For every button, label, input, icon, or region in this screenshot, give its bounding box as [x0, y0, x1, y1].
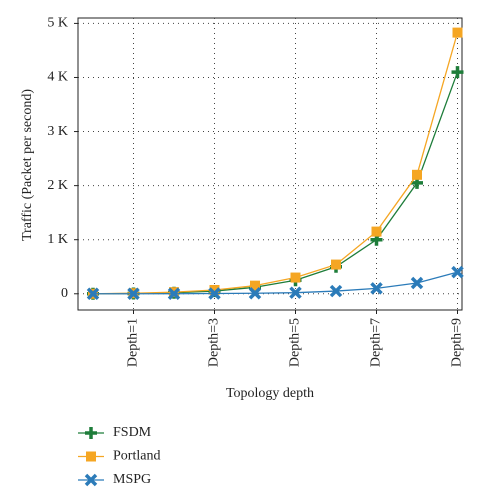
data-point	[290, 272, 301, 283]
data-point	[127, 287, 140, 301]
x-tick-label: Depth=5	[288, 318, 303, 367]
data-point	[331, 259, 341, 270]
y-tick-label: 4 K	[47, 70, 68, 85]
series-line	[93, 271, 458, 295]
y-tick-label: 0	[61, 286, 68, 301]
legend-item: Portland	[78, 449, 160, 464]
data-point	[209, 284, 220, 295]
plot-frame	[77, 17, 463, 311]
data-point	[167, 287, 181, 301]
x-tick-label: Depth=7	[369, 318, 384, 367]
data-point	[451, 265, 464, 279]
y-tick-label: 2 K	[47, 178, 68, 193]
data-point	[250, 280, 260, 291]
data-point	[370, 282, 383, 295]
data-point	[410, 276, 424, 290]
x-tick-label: Depth=1	[126, 318, 141, 367]
data-point	[371, 226, 382, 237]
legend-marker	[84, 473, 98, 487]
data-point	[289, 286, 302, 299]
data-point	[452, 27, 463, 38]
series-line	[92, 32, 459, 295]
data-point	[86, 287, 100, 301]
x-tick-label: Depth=9	[450, 318, 465, 367]
y-tick-label: 1 K	[47, 232, 68, 247]
data-point	[329, 284, 343, 298]
legend-item: MSPG	[78, 472, 151, 487]
y-tick-label: 3 K	[47, 124, 68, 139]
data-point	[208, 287, 221, 300]
x-axis-label: Topology depth	[226, 386, 314, 401]
series-line	[92, 71, 459, 295]
legend-label: Portland	[113, 449, 160, 464]
data-point	[412, 169, 422, 180]
x-tick-label: Depth=3	[207, 318, 222, 367]
data-point	[248, 286, 262, 300]
legend-marker	[86, 451, 96, 462]
y-tick-label: 5 K	[47, 16, 68, 31]
data-point	[451, 66, 464, 79]
y-axis-label: Traffic (Packet per second)	[20, 89, 35, 241]
legend-item: FSDM	[78, 425, 152, 440]
legend-marker	[85, 427, 97, 439]
legend-label: MSPG	[113, 472, 151, 487]
legend-label: FSDM	[113, 425, 152, 440]
